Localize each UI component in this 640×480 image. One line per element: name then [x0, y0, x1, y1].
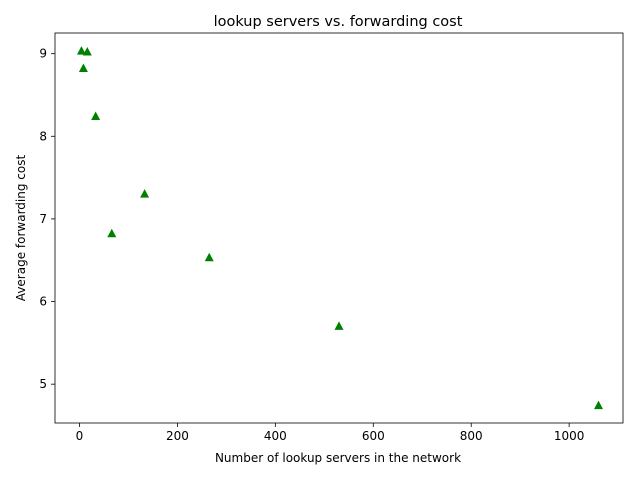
data-point [107, 228, 117, 238]
plot-area-frame [54, 32, 624, 424]
y-axis-ticks: 5 6 7 8 9 [39, 47, 55, 391]
data-point [91, 111, 101, 120]
x-tick-label: 1000 [554, 429, 585, 443]
y-tick-label: 9 [39, 47, 47, 61]
data-point [140, 189, 150, 198]
y-axis-label: Average forwarding cost [14, 155, 28, 302]
data-point [204, 252, 214, 262]
y-tick-label: 7 [39, 212, 47, 226]
data-point [78, 63, 88, 73]
x-tick-label: 400 [264, 429, 287, 443]
y-tick-label: 5 [39, 377, 47, 391]
y-tick-label: 6 [39, 295, 47, 309]
x-axis-ticks: 0 200 400 600 800 1000 [76, 423, 585, 443]
x-tick-label: 200 [166, 429, 189, 443]
chart-title: lookup servers vs. forwarding cost [214, 14, 463, 30]
data-point [76, 46, 86, 55]
x-axis-label: Number of lookup servers in the network [215, 451, 461, 465]
data-point [594, 400, 604, 410]
data-point [334, 321, 344, 330]
plot-marks [76, 46, 604, 410]
y-tick-label: 8 [39, 129, 47, 143]
x-tick-label: 800 [460, 429, 483, 443]
x-tick-label: 0 [76, 429, 84, 443]
data-point [82, 47, 92, 56]
x-tick-label: 600 [362, 429, 385, 443]
